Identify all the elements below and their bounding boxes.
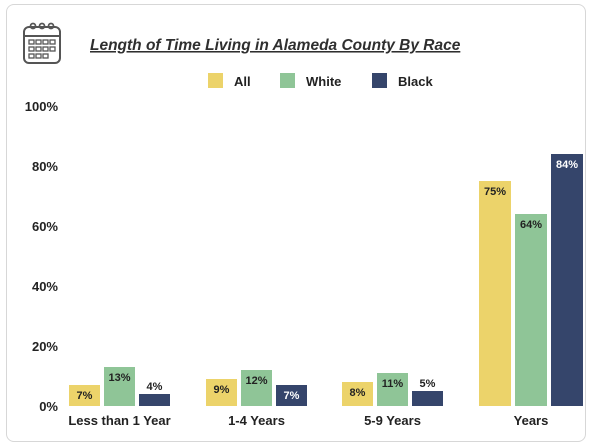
data-label: 7% — [284, 390, 300, 402]
y-tick-label: 0% — [39, 399, 58, 414]
data-label: 9% — [214, 384, 230, 396]
y-axis: 0% 20% 40% 60% 80% 100% — [25, 99, 59, 414]
data-label: 4% — [147, 381, 163, 393]
data-label: 13% — [108, 372, 130, 384]
x-axis: Less than 1 Year 1-4 Years 5-9 Years Years — [68, 413, 548, 428]
legend-swatch — [208, 73, 223, 88]
bar-white — [241, 370, 272, 406]
bar-black — [412, 391, 443, 406]
bars: 7% 13% 4% 9% 12% 7% 8% 11% 5% 75% 64% 84% — [69, 154, 583, 406]
y-tick-label: 20% — [32, 339, 58, 354]
x-category-label: 1-4 Years — [228, 413, 285, 428]
chart-title: Length of Time Living in Alameda County … — [90, 37, 461, 54]
data-label: 8% — [350, 387, 366, 399]
legend-swatch — [280, 73, 295, 88]
data-label: 12% — [245, 375, 267, 387]
bar-white — [377, 373, 408, 406]
legend-label: White — [306, 74, 341, 89]
x-category-label: Less than 1 Year — [68, 413, 170, 428]
y-tick-label: 40% — [32, 279, 58, 294]
bar-white — [515, 214, 547, 406]
bar-black — [551, 154, 583, 406]
bar-black — [276, 385, 307, 406]
y-tick-label: 80% — [32, 159, 58, 174]
data-label: 64% — [520, 219, 542, 231]
y-tick-label: 100% — [25, 99, 59, 114]
legend: All White Black — [208, 73, 433, 89]
y-tick-label: 60% — [32, 219, 58, 234]
bar-white — [104, 367, 135, 406]
bar-all — [342, 382, 373, 406]
legend-label: Black — [398, 74, 433, 89]
legend-label: All — [234, 74, 251, 89]
data-label: 84% — [556, 159, 578, 171]
x-category-label: Years — [514, 413, 549, 428]
calendar-icon — [23, 22, 61, 64]
data-label: 7% — [77, 390, 93, 402]
bar-all — [206, 379, 237, 406]
legend-swatch — [372, 73, 387, 88]
data-label: 11% — [382, 378, 404, 390]
x-category-label: 5-9 Years — [364, 413, 421, 428]
data-label: 75% — [484, 186, 506, 198]
bar-all — [69, 385, 100, 406]
bar-black — [139, 394, 170, 406]
data-label: 5% — [420, 378, 436, 390]
bar-all — [479, 181, 511, 406]
